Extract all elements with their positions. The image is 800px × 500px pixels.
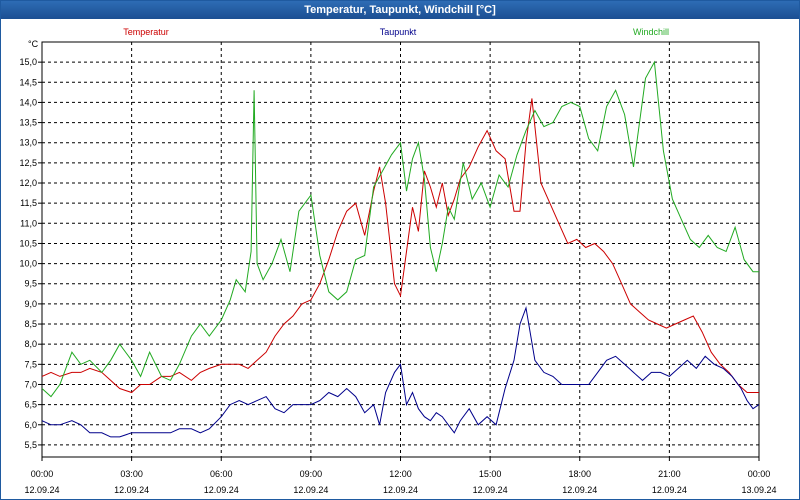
x-tick-time: 00:00 xyxy=(31,469,54,479)
y-tick-label: 14,5 xyxy=(19,77,37,87)
x-tick-date: 12.09.24 xyxy=(114,485,149,495)
series-line-temperatur xyxy=(41,98,759,394)
y-tick-label: 13,5 xyxy=(19,118,37,128)
y-tick-label: 5,5 xyxy=(24,440,37,450)
y-tick-label: 7,0 xyxy=(24,379,37,389)
y-tick-label: 10,5 xyxy=(19,238,37,248)
y-tick-label: 14,0 xyxy=(19,97,37,107)
y-tick-label: 9,0 xyxy=(24,299,37,309)
legend-temperatur: Temperatur xyxy=(123,27,169,37)
x-tick-date: 12.09.24 xyxy=(562,485,597,495)
y-tick-label: 8,0 xyxy=(24,339,37,349)
y-tick-label: 15,0 xyxy=(19,57,37,67)
y-tick-label: 6,0 xyxy=(24,420,37,430)
y-tick-label: 11,5 xyxy=(20,198,37,208)
x-tick-date: 12.09.24 xyxy=(24,485,59,495)
y-tick-label: 9,5 xyxy=(24,279,37,289)
y-tick-label: 11,0 xyxy=(20,218,37,228)
y-tick-label: 7,5 xyxy=(24,359,37,369)
y-tick-label: 10,0 xyxy=(19,259,37,269)
x-tick-time: 06:00 xyxy=(210,469,233,479)
x-tick-date: 12.09.24 xyxy=(473,485,508,495)
series-lines xyxy=(41,60,760,438)
y-axis-unit: °C xyxy=(28,39,39,49)
x-tick-time: 12:00 xyxy=(389,469,412,479)
y-axis: 5,5 6,0 6,5 7,0 7,5 8,0 8,5 9,0 9,5 10,0 10,5 11,0 1… xyxy=(19,57,37,450)
y-tick-label: 8,5 xyxy=(24,319,37,329)
x-tick-time: 03:00 xyxy=(120,469,143,479)
x-tick-date: 13.09.24 xyxy=(741,485,776,495)
y-tick-label: 12,0 xyxy=(19,178,37,188)
x-tick-date: 12.09.24 xyxy=(383,485,418,495)
x-tick-time: 15:00 xyxy=(479,469,502,479)
x-tick-time: 21:00 xyxy=(658,469,681,479)
x-axis: 00:00 12.09.24 03:00 12.09.24 06:00 12.09.24 0… xyxy=(24,469,776,495)
x-tick-time: 09:00 xyxy=(300,469,323,479)
legend: Temperatur Taupunkt Windchill xyxy=(123,27,669,37)
legend-taupunkt: Taupunkt xyxy=(380,27,417,37)
series-line-taupunkt xyxy=(41,305,760,438)
x-tick-date: 12.09.24 xyxy=(204,485,239,495)
x-tick-date: 12.09.24 xyxy=(652,485,687,495)
window-title: Temperatur, Taupunkt, Windchill [°C] xyxy=(1,1,799,19)
x-tick-time: 18:00 xyxy=(568,469,591,479)
y-tick-label: 12,5 xyxy=(19,158,37,168)
y-tick-label: 13,0 xyxy=(19,138,37,148)
x-tick-date: 12.09.24 xyxy=(293,485,328,495)
series-line-windchill xyxy=(41,60,759,398)
y-tick-label: 6,5 xyxy=(24,400,37,410)
grid xyxy=(38,42,760,461)
x-tick-time: 00:00 xyxy=(748,469,771,479)
plot-area xyxy=(41,41,760,458)
legend-windchill: Windchill xyxy=(633,27,669,37)
